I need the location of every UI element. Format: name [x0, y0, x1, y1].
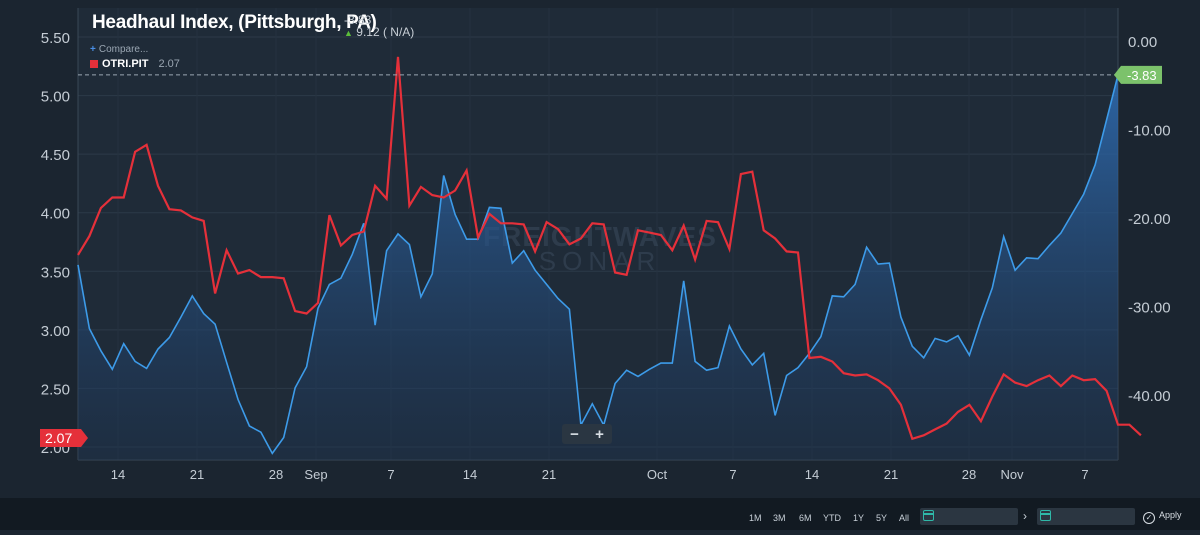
x-tick-label: Oct [647, 467, 668, 482]
start-date-input[interactable] [920, 508, 1018, 525]
left-tick-label: 4.50 [41, 147, 70, 164]
range-ytd-button[interactable]: YTD [823, 513, 841, 523]
zoom-in-button[interactable]: + [595, 425, 604, 443]
left-tick-label: 3.50 [41, 264, 70, 281]
watermark-text: FREIGHTWAVES [483, 221, 717, 252]
x-tick-label: 14 [463, 467, 477, 482]
x-tick-label: Nov [1000, 467, 1024, 482]
compare-label: Compare... [98, 44, 149, 55]
legend-name: OTRI.PIT [102, 58, 149, 71]
legend-swatch [90, 60, 98, 69]
x-tick-label: 14 [805, 467, 819, 482]
change-text: 9.12 ( N/A) [356, 25, 415, 39]
apply-button[interactable]: ✓ Apply [1143, 510, 1182, 524]
chart-title: Headhaul Index, (Pittsburgh, PA) [92, 12, 377, 33]
right-tick-label: -20.00 [1128, 211, 1171, 228]
left-value-badge-text: 2.07 [45, 430, 72, 446]
x-tick-label: 7 [387, 467, 394, 482]
left-tick-label: 3.00 [41, 323, 70, 340]
x-tick-label: 21 [190, 467, 204, 482]
x-tick-label: 7 [1081, 467, 1088, 482]
left-tick-label: 4.00 [41, 206, 70, 223]
watermark-text: SONAR [539, 246, 661, 276]
otri-line [77, 56, 1142, 441]
right-tick-label: 0.00 [1128, 34, 1157, 51]
end-date-input[interactable] [1037, 508, 1135, 525]
x-tick-label: 28 [269, 467, 283, 482]
x-tick-label: 21 [542, 467, 556, 482]
left-tick-label: 2.50 [41, 381, 70, 398]
legend-item-otri[interactable]: OTRI.PIT 2.07 [90, 58, 180, 70]
x-tick-label: 7 [729, 467, 736, 482]
x-tick-label: 28 [962, 467, 976, 482]
current-value: -3.83 [344, 13, 372, 27]
range-6m-button[interactable]: 6M [799, 513, 812, 523]
range-1y-button[interactable]: 1Y [853, 513, 865, 523]
right-tick-label: -30.00 [1128, 300, 1171, 317]
range-3m-button[interactable]: 3M [773, 513, 786, 523]
left-tick-label: 5.50 [41, 30, 70, 47]
headhaul-line [77, 74, 1119, 455]
up-arrow-icon: ▲ [344, 28, 353, 38]
plus-icon: + [90, 44, 96, 55]
calendar-icon [923, 510, 934, 521]
left-value-badge [40, 429, 88, 447]
range-all-button[interactable]: All [899, 513, 910, 523]
right-tick-label: -10.00 [1128, 123, 1171, 140]
zoom-out-button[interactable]: − [570, 425, 579, 443]
apply-label: Apply [1159, 510, 1182, 520]
zoom-controls: − + [562, 424, 612, 444]
compare-button[interactable]: + Compare... [90, 44, 148, 55]
chevron-right-icon: › [1023, 509, 1027, 523]
bottom-toolbar [0, 498, 1200, 530]
right-value-badge [1114, 65, 1162, 84]
check-icon: ✓ [1143, 512, 1155, 524]
headhaul-area [78, 74, 1118, 461]
calendar-icon [1040, 510, 1051, 521]
chart-header: Headhaul Index, (Pittsburgh, PA) [92, 12, 377, 34]
right-tick-label: -40.00 [1128, 388, 1171, 405]
left-tick-label: 5.00 [41, 89, 70, 106]
legend-value: 2.07 [158, 58, 180, 71]
right-value-badge-text: -3.83 [1127, 68, 1157, 83]
range-5y-button[interactable]: 5Y [876, 513, 888, 523]
x-tick-label: Sep [304, 467, 327, 482]
range-1m-button[interactable]: 1M [749, 513, 762, 523]
x-tick-label: 21 [884, 467, 898, 482]
change-value: ▲ 9.12 ( N/A) [344, 25, 414, 39]
x-tick-label: 14 [111, 467, 125, 482]
